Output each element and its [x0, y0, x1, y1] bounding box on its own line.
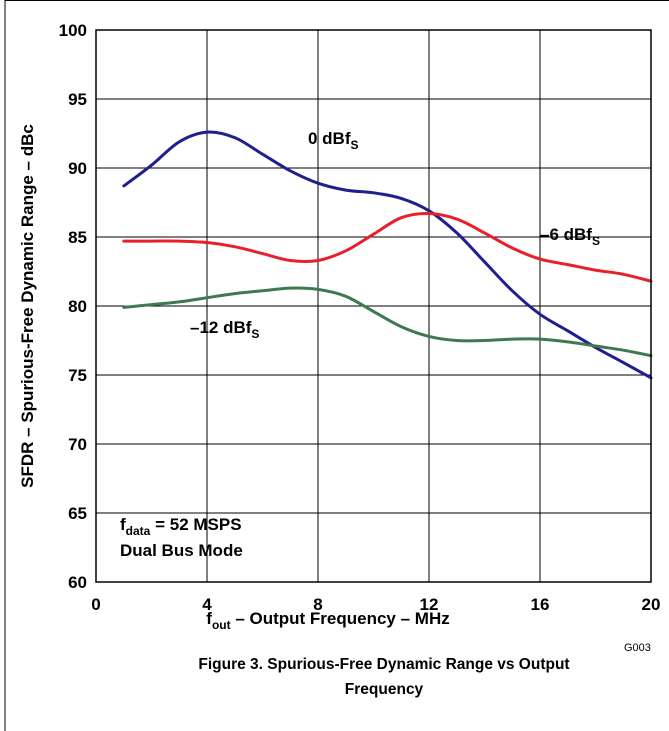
figure-id: G003: [624, 642, 651, 654]
series-line-0dbfs: [122, 130, 653, 380]
x-tick-label-8: 8: [313, 595, 322, 614]
y-tick-label-70: 70: [68, 435, 87, 454]
series-label-minus6dbfs: –6 dBfS: [540, 225, 600, 248]
figure-caption-line-2: Frequency: [345, 681, 424, 698]
y-tick-label-85: 85: [68, 228, 87, 247]
figure-caption-line-1: Figure 3. Spurious-Free Dynamic Range vs…: [198, 656, 569, 673]
chart-series-group: [122, 130, 653, 380]
x-tick-label-4: 4: [202, 595, 212, 614]
y-axis-title: SFDR – Spurious-Free Dynamic Range – dBc: [18, 124, 37, 488]
y-tick-label-65: 65: [68, 504, 87, 523]
plot-area-border: [95, 29, 652, 583]
series-line-minus6dbfs: [122, 211, 653, 283]
y-tick-label-80: 80: [68, 297, 87, 316]
y-tick-labels: 60 65 70 75 80 85 90 95 100: [59, 21, 87, 592]
x-tick-labels: 0 4 8 12 16 20: [91, 595, 660, 614]
annotation-sample-rate: fdata = 52 MSPS: [120, 515, 242, 538]
x-axis-title: fout – Output Frequency – MHz: [206, 609, 449, 632]
y-tick-label-90: 90: [68, 159, 87, 178]
series-label-0dbfs: 0 dBfS: [308, 129, 359, 152]
y-tick-label-60: 60: [68, 573, 87, 592]
x-tick-label-20: 20: [642, 595, 661, 614]
x-tick-label-16: 16: [531, 595, 550, 614]
series-label-minus12dbfs: –12 dBfS: [190, 318, 259, 341]
series-line-minus12dbfs: [122, 286, 653, 358]
chart-grid: [96, 30, 651, 582]
y-tick-label-100: 100: [59, 21, 87, 40]
x-tick-label-12: 12: [420, 595, 439, 614]
annotation-bus-mode: Dual Bus Mode: [120, 541, 243, 560]
y-tick-label-75: 75: [68, 366, 87, 385]
x-tick-label-0: 0: [91, 595, 100, 614]
y-tick-label-95: 95: [68, 90, 87, 109]
